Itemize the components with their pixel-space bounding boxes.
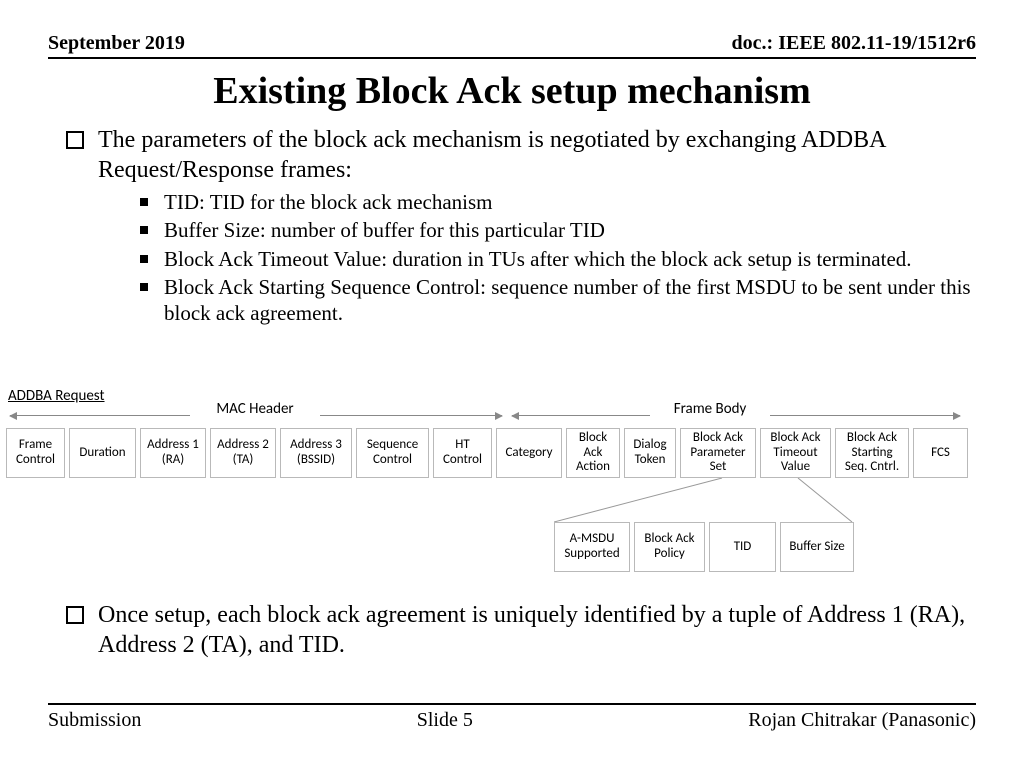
section-labels: MAC Header Frame Body xyxy=(0,406,1024,426)
frame-cell-11: Block Ack Timeout Value xyxy=(760,428,831,478)
square-dot-icon xyxy=(140,226,148,234)
frame-cell-13: FCS xyxy=(913,428,968,478)
square-bullet-icon xyxy=(66,606,84,624)
frame-cell-1: Duration xyxy=(69,428,136,478)
frame-cell-0: Frame Control xyxy=(6,428,65,478)
square-dot-icon xyxy=(140,283,148,291)
frame-cell-10: Block Ack Parameter Set xyxy=(680,428,756,478)
sub-bullet-4-text: Block Ack Starting Sequence Control: seq… xyxy=(164,274,976,327)
sub-bullet-list: TID: TID for the block ack mechanism Buf… xyxy=(140,189,976,326)
bullet-main-1-text: The parameters of the block ack mechanis… xyxy=(98,125,976,185)
frame-body-label: Frame Body xyxy=(650,400,770,418)
sub-bullet-3-text: Block Ack Timeout Value: duration in TUs… xyxy=(164,246,912,272)
frame-fields-row: Frame ControlDurationAddress 1 (RA)Addre… xyxy=(6,428,968,478)
bullet-main-2-text: Once setup, each block ack agreement is … xyxy=(98,600,976,660)
frame-cell-3: Address 2 (TA) xyxy=(210,428,276,478)
square-bullet-icon xyxy=(66,131,84,149)
bullet-main-2: Once setup, each block ack agreement is … xyxy=(66,600,976,660)
sub-bullet-2: Buffer Size: number of buffer for this p… xyxy=(140,217,976,243)
footer-left: Submission xyxy=(48,709,141,732)
bullet-main-1: The parameters of the block ack mechanis… xyxy=(66,125,976,185)
frame-cell-9: Dialog Token xyxy=(624,428,676,478)
parameter-set-subfields-row: A-MSDU SupportedBlock Ack PolicyTIDBuffe… xyxy=(554,522,854,572)
frame-cell-7: Category xyxy=(496,428,562,478)
frame-cell-12: Block Ack Starting Seq. Cntrl. xyxy=(835,428,909,478)
param-subcell-3: Buffer Size xyxy=(780,522,854,572)
frame-cell-2: Address 1 (RA) xyxy=(140,428,206,478)
square-dot-icon xyxy=(140,255,148,263)
footer-bar: Submission Slide 5 Rojan Chitrakar (Pana… xyxy=(48,703,976,732)
footer-right: Rojan Chitrakar (Panasonic) xyxy=(748,709,976,732)
frame-cell-5: Sequence Control xyxy=(356,428,429,478)
sub-bullet-1: TID: TID for the block ack mechanism xyxy=(140,189,976,215)
header-bar: September 2019 doc.: IEEE 802.11-19/1512… xyxy=(48,32,976,59)
param-subcell-1: Block Ack Policy xyxy=(634,522,705,572)
param-subcell-0: A-MSDU Supported xyxy=(554,522,630,572)
header-doc: doc.: IEEE 802.11-19/1512r6 xyxy=(732,32,976,55)
sub-bullet-2-text: Buffer Size: number of buffer for this p… xyxy=(164,217,605,243)
sub-bullet-1-text: TID: TID for the block ack mechanism xyxy=(164,189,493,215)
frame-cell-4: Address 3 (BSSID) xyxy=(280,428,352,478)
frame-cell-6: HT Control xyxy=(433,428,492,478)
sub-bullet-4: Block Ack Starting Sequence Control: seq… xyxy=(140,274,976,327)
square-dot-icon xyxy=(140,198,148,206)
page-title: Existing Block Ack setup mechanism xyxy=(48,69,976,113)
addba-request-label: ADDBA Request xyxy=(8,387,105,405)
parameter-set-connector-icon xyxy=(554,478,854,522)
footer-center: Slide 5 xyxy=(417,709,473,732)
param-subcell-2: TID xyxy=(709,522,776,572)
header-date: September 2019 xyxy=(48,32,185,55)
frame-cell-8: Block Ack Action xyxy=(566,428,620,478)
mac-header-label: MAC Header xyxy=(190,400,320,418)
sub-bullet-3: Block Ack Timeout Value: duration in TUs… xyxy=(140,246,976,272)
